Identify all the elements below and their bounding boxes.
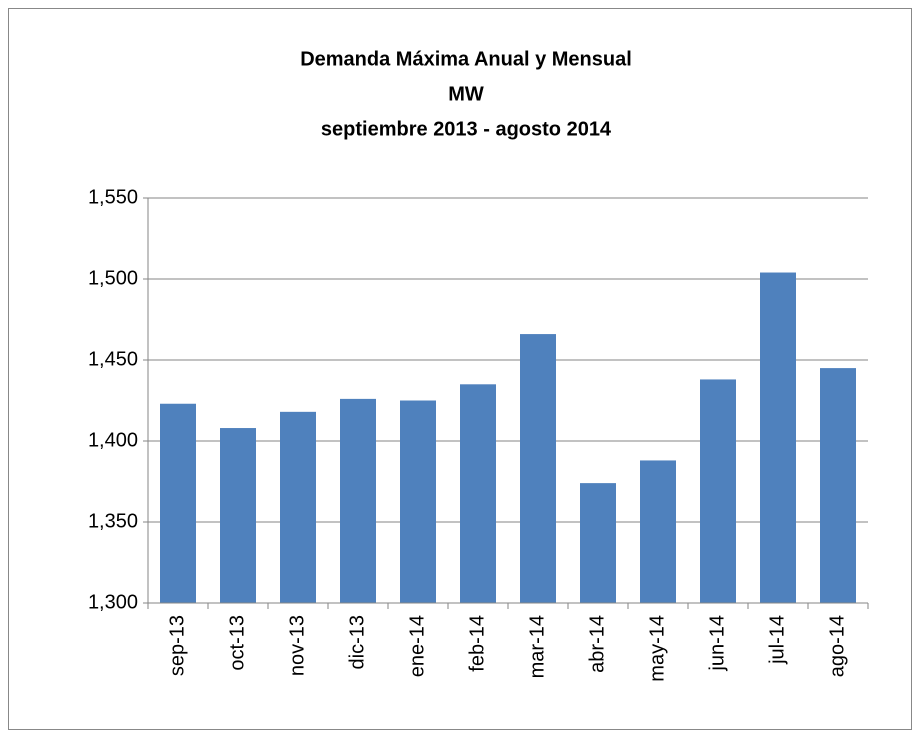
bar — [400, 400, 436, 603]
bar — [340, 398, 376, 603]
bar — [640, 460, 676, 603]
y-tick-label: 1,300 — [88, 591, 138, 613]
x-tick-label: sep-13 — [166, 615, 188, 676]
chart-subtitle: MW — [448, 83, 484, 105]
bar — [520, 334, 556, 603]
x-tick-label: may-14 — [646, 615, 668, 682]
bar — [460, 384, 496, 603]
x-tick-label: oct-13 — [226, 615, 248, 671]
bar — [760, 272, 796, 603]
bar — [700, 379, 736, 603]
x-tick-label: jun-14 — [706, 615, 728, 672]
x-tick-label: abr-14 — [586, 615, 608, 673]
y-tick-label: 1,500 — [88, 267, 138, 289]
bar — [220, 428, 256, 603]
x-tick-label: jul-14 — [766, 615, 788, 665]
bar — [160, 403, 196, 603]
x-tick-label: nov-13 — [286, 615, 308, 676]
x-tick-label: mar-14 — [526, 615, 548, 678]
bar — [280, 411, 316, 603]
y-tick-label: 1,400 — [88, 429, 138, 451]
bar — [820, 368, 856, 603]
chart-title: Demanda Máxima Anual y Mensual — [300, 48, 632, 70]
bar — [580, 483, 616, 603]
x-tick-label: ene-14 — [406, 615, 428, 677]
y-tick-label: 1,350 — [88, 510, 138, 532]
y-tick-label: 1,550 — [88, 186, 138, 208]
chart-subtitle: septiembre 2013 - agosto 2014 — [321, 118, 612, 140]
y-tick-label: 1,450 — [88, 348, 138, 370]
x-tick-label: feb-14 — [466, 615, 488, 672]
x-tick-label: ago-14 — [826, 615, 848, 677]
x-tick-label: dic-13 — [346, 615, 368, 669]
